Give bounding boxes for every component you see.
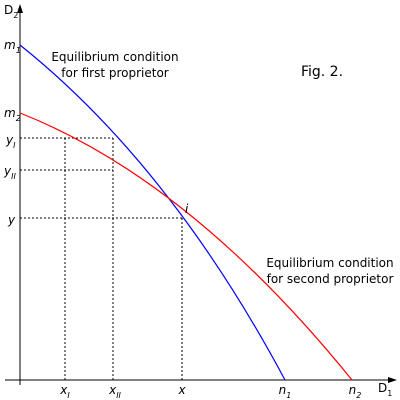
label: yI	[5, 133, 16, 150]
label-subscript: 2	[356, 391, 361, 400]
label: m1	[4, 38, 21, 55]
label-base: m	[4, 38, 16, 52]
second-curve	[19, 112, 353, 381]
label: D1	[378, 381, 392, 398]
label-subscript: I	[13, 141, 16, 150]
label: i	[185, 202, 189, 216]
label-base: n	[349, 383, 357, 397]
label: D2	[4, 3, 18, 20]
axis-arrow	[388, 377, 397, 383]
label-base: D	[4, 3, 13, 17]
first-curve	[19, 44, 286, 381]
curve-label: Equilibrium condition	[51, 50, 178, 64]
label-subscript: 2	[16, 114, 21, 123]
label-subscript: 2	[13, 11, 18, 20]
label-base: n	[279, 383, 287, 397]
label-base: y	[7, 213, 16, 227]
label-base: x	[177, 383, 186, 397]
label: n1	[279, 383, 292, 400]
label-base: m	[4, 106, 16, 120]
label-subscript: 1	[387, 389, 392, 398]
label-base: x	[108, 383, 117, 397]
label-base: D	[378, 381, 387, 395]
label: x	[177, 383, 186, 397]
label-base: x	[59, 383, 68, 397]
label-base: i	[185, 202, 189, 216]
label: n2	[349, 383, 362, 400]
label: m2	[4, 106, 21, 123]
label-subscript: I	[67, 391, 70, 400]
label: xI	[59, 383, 70, 400]
figure-label: Fig. 2.	[301, 64, 343, 80]
label-base: y	[3, 164, 12, 178]
label: yII	[3, 164, 16, 181]
label-subscript: II	[11, 172, 16, 181]
label-subscript: II	[116, 391, 121, 400]
axis-arrow	[17, 4, 23, 13]
label-subscript: 1	[286, 391, 291, 400]
curve-label: Equilibrium condition	[266, 256, 393, 270]
label: y	[7, 213, 16, 227]
label: xII	[108, 383, 121, 400]
label-base: y	[5, 133, 14, 147]
label-subscript: 1	[16, 46, 21, 55]
curve-label: for first proprietor	[61, 66, 169, 80]
curve-label: for second proprietor	[267, 272, 394, 286]
